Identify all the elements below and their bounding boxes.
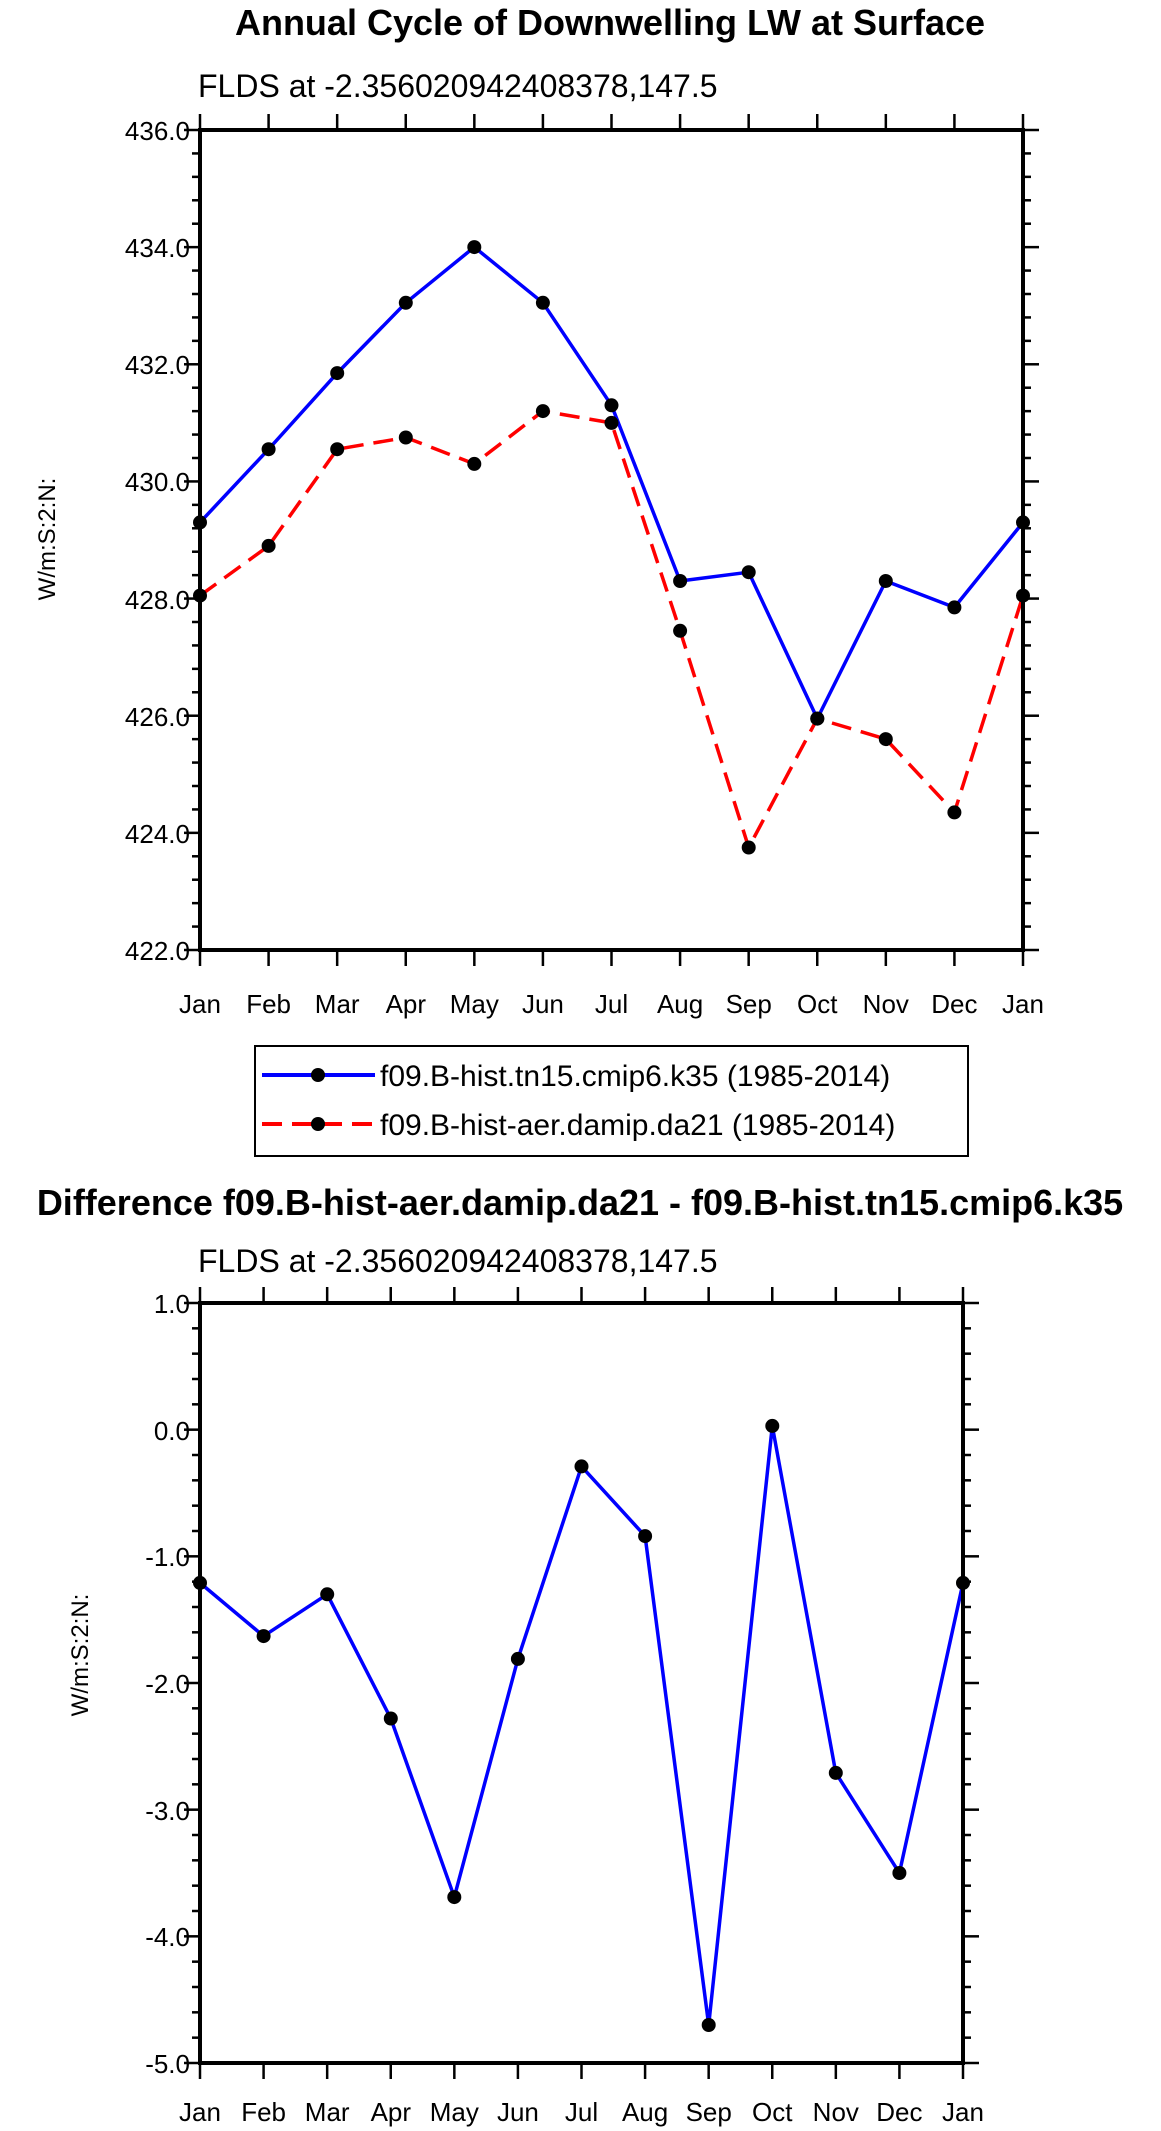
- chart2-data-point-0: [510, 1651, 525, 1666]
- chart1-data-point-1: [741, 840, 756, 855]
- chart2-x-tick-label: Sep: [686, 2097, 732, 2127]
- chart2-x-tick-label: Feb: [241, 2097, 286, 2127]
- chart2-x-tick-label: Jul: [565, 2097, 598, 2127]
- chart2-x-tick-label: Apr: [371, 2097, 412, 2127]
- chart2-data-point-0: [383, 1711, 398, 1726]
- chart1-x-tick-label: Aug: [657, 989, 703, 1019]
- chart1-data-point-0: [947, 600, 962, 615]
- chart1-x-tick-label: Dec: [931, 989, 977, 1019]
- legend-marker-red: [311, 1117, 325, 1131]
- chart1-title: Annual Cycle of Downwelling LW at Surfac…: [235, 2, 985, 43]
- chart1-x-tick-label: Sep: [726, 989, 772, 1019]
- chart1-data-point-1: [947, 805, 962, 820]
- chart1-x-tick-label: Apr: [386, 989, 427, 1019]
- chart1-data-point-1: [604, 415, 619, 430]
- chart2-x-tick-label: Aug: [622, 2097, 668, 2127]
- chart1-data-point-1: [810, 711, 825, 726]
- chart1-subtitle: FLDS at -2.356020942408378,147.5: [198, 68, 718, 104]
- chart1-y-tick-label: 436.0: [125, 116, 190, 146]
- chart1-y-tick-label: 422.0: [125, 936, 190, 966]
- chart2-x-tick-label: Jun: [497, 2097, 539, 2127]
- chart1-data-point-0: [261, 442, 276, 457]
- chart2-data-point-0: [892, 1866, 907, 1880]
- legend-label-red: f09.B-hist-aer.damip.da21 (1985-2014): [380, 1109, 895, 1142]
- chart1-y-tick-label: 428.0: [125, 585, 190, 615]
- legend-marker-blue: [311, 1068, 325, 1082]
- chart1-data-point-0: [604, 398, 619, 413]
- chart1-plot-frame: [198, 128, 1025, 952]
- chart1-data-point-1: [673, 623, 688, 638]
- chart1-data-point-1: [467, 456, 482, 471]
- chart1-data-point-1: [398, 430, 413, 445]
- chart2-x-tick-label: Mar: [305, 2097, 350, 2127]
- chart1-x-tick-labels: Jan Feb Mar Apr May Jun Jul Aug Sep Oct …: [179, 989, 1044, 1019]
- chart1-y-tick-label: 426.0: [125, 702, 190, 732]
- chart1-y-tick-label: 424.0: [125, 819, 190, 849]
- chart1-y-tick-label: 434.0: [125, 233, 190, 263]
- chart1-data-point-1: [535, 404, 550, 419]
- chart1-data-point-0: [535, 295, 550, 310]
- chart2-y-tick-label: 1.0: [154, 1289, 190, 1319]
- chart1-x-tick-label: Nov: [863, 989, 909, 1019]
- chart1-y-axis-label: W/m:S:2:N:: [34, 478, 61, 601]
- chart1-y-tick-labels: 422.0 424.0 426.0 428.0 430.0 432.0 434.…: [125, 116, 190, 966]
- legend-box: [254, 1045, 969, 1157]
- chart2-x-tick-label: Jan: [179, 2097, 221, 2127]
- chart2-data-point-0: [701, 2018, 716, 2032]
- chart1-data-point-0: [467, 240, 482, 255]
- chart1-data-point-0: [330, 366, 345, 381]
- chart2-data-point-0: [320, 1587, 335, 1602]
- legend-entry-blue: f09.B-hist.tn15.cmip6.k35 (1985-2014): [262, 1060, 890, 1093]
- chart2-data-point-0: [638, 1529, 653, 1544]
- chart2-title: Difference f09.B-hist-aer.damip.da21 - f…: [37, 1182, 1123, 1223]
- legend-entry-red: f09.B-hist-aer.damip.da21 (1985-2014): [262, 1109, 895, 1142]
- chart2-y-axis-label: W/m:S:2:N:: [67, 1594, 94, 1717]
- chart2-x-tick-label: Oct: [752, 2097, 793, 2127]
- chart1-x-tick-label: Jan: [179, 989, 221, 1019]
- chart-difference: Difference f09.B-hist-aer.damip.da21 - f…: [37, 1182, 1123, 2127]
- chart-annual-cycle: Annual Cycle of Downwelling LW at Surfac…: [34, 2, 1044, 1157]
- chart2-y-tick-label: -2.0: [145, 1669, 190, 1699]
- chart2-subtitle: FLDS at -2.356020942408378,147.5: [198, 1243, 718, 1279]
- legend-label-blue: f09.B-hist.tn15.cmip6.k35 (1985-2014): [380, 1060, 890, 1093]
- chart1-x-tick-label: May: [450, 989, 499, 1019]
- chart2-y-tick-label: 0.0: [154, 1416, 190, 1446]
- chart2-x-tick-label: Dec: [876, 2097, 922, 2127]
- chart2-y-tick-label: -5.0: [145, 2049, 190, 2079]
- chart1-data-point-1: [261, 538, 276, 553]
- chart1-x-tick-label: Jan: [1002, 989, 1044, 1019]
- chart2-plot-frame: [198, 1301, 965, 2065]
- chart2-data-point-0: [447, 1890, 462, 1905]
- chart1-x-tick-label: Jun: [522, 989, 564, 1019]
- chart1-data-point-1: [878, 732, 893, 747]
- chart2-y-tick-label: -1.0: [145, 1542, 190, 1572]
- chart2-y-tick-label: -4.0: [145, 1922, 190, 1952]
- chart1-x-tick-label: Jul: [595, 989, 628, 1019]
- chart1-y-tick-label: 432.0: [125, 350, 190, 380]
- chart1-x-tick-label: Oct: [797, 989, 838, 1019]
- chart2-data-point-0: [574, 1459, 589, 1474]
- chart1-y-tick-label: 430.0: [125, 467, 190, 497]
- chart2-y-tick-label: -3.0: [145, 1796, 190, 1826]
- chart1-data-point-0: [398, 295, 413, 310]
- chart2-data-point-0: [828, 1765, 843, 1780]
- chart2-x-tick-label: Jan: [942, 2097, 984, 2127]
- chart1-x-tick-label: Mar: [315, 989, 360, 1019]
- chart1-legend: f09.B-hist.tn15.cmip6.k35 (1985-2014) f0…: [254, 1045, 969, 1157]
- chart2-x-tick-label: Nov: [813, 2097, 859, 2127]
- chart1-data-point-0: [673, 574, 688, 588]
- chart1-data-point-0: [878, 574, 893, 588]
- chart2-data-point-0: [765, 1418, 780, 1433]
- chart1-x-tick-label: Feb: [246, 989, 291, 1019]
- chart2-data-point-0: [256, 1629, 271, 1644]
- chart2-y-tick-labels: -5.0 -4.0 -3.0 -2.0 -1.0 0.0 1.0: [145, 1289, 190, 2079]
- chart2-x-tick-label: May: [430, 2097, 479, 2127]
- chart1-data-point-0: [741, 565, 756, 580]
- chart1-data-point-1: [330, 442, 345, 457]
- chart2-x-tick-labels: Jan Feb Mar Apr May Jun Jul Aug Sep Oct …: [179, 2097, 984, 2127]
